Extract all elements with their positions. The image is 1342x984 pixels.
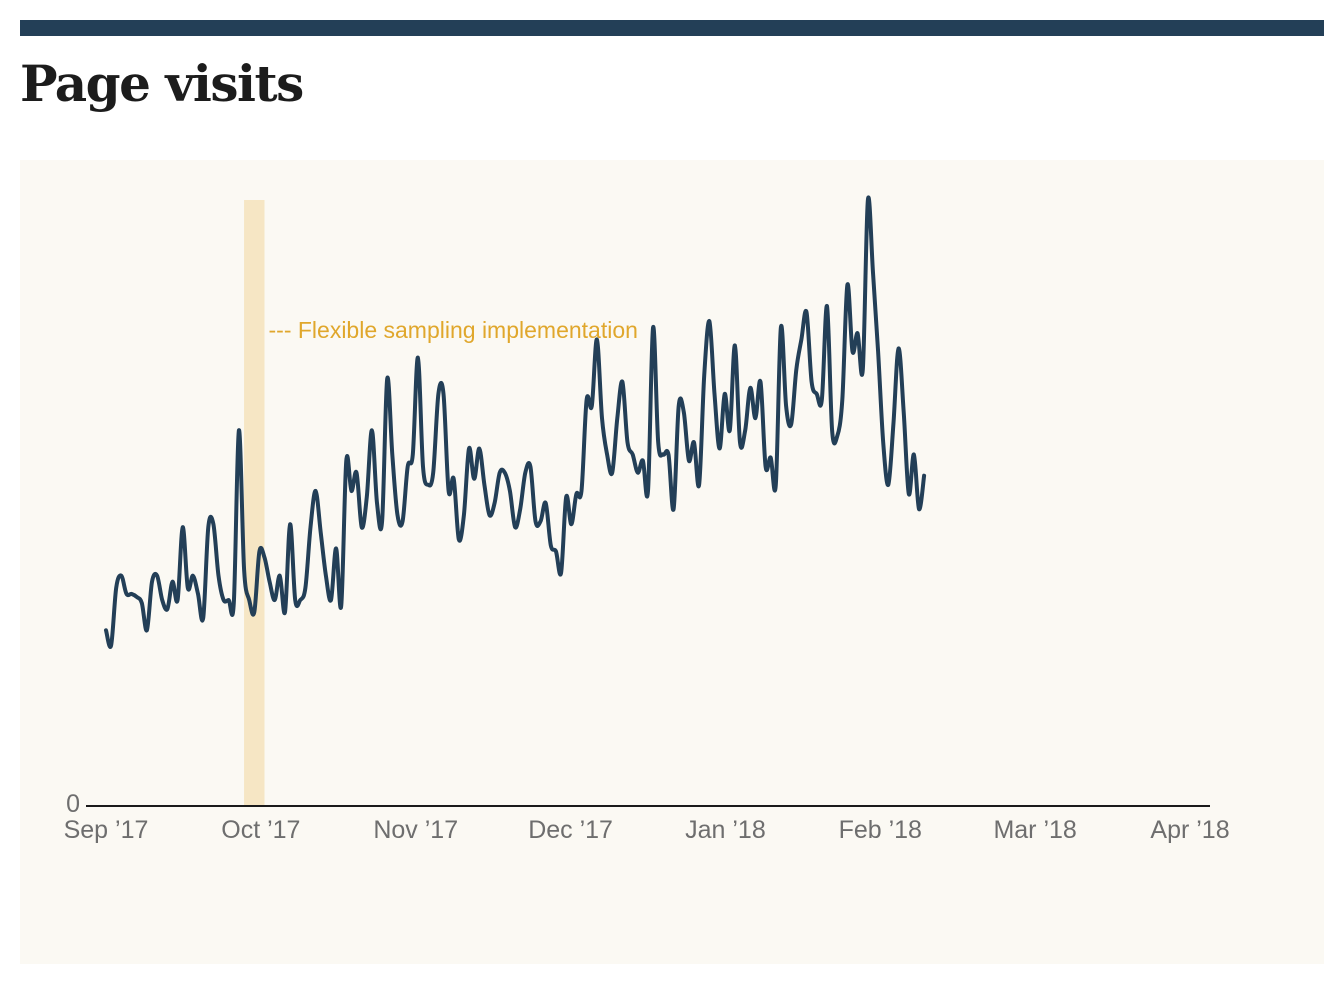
x-tick-label: Sep ’17 [64,816,149,844]
x-tick-label: Mar ’18 [993,816,1076,844]
y-tick-label: 0 [66,790,80,818]
x-tick-label: Apr ’18 [1150,816,1229,844]
x-tick-labels: Sep ’17 Oct ’17 Nov ’17 Dec ’17 Jan ’18 Feb ’… [64,816,1230,844]
chart-panel: 0 Sep ’17 Oct ’17 Nov ’17 Dec ’17 Jan ’18 Feb… [20,160,1324,964]
x-tick-label: Feb ’18 [839,816,922,844]
x-tick-label: Dec ’17 [528,816,613,844]
page-title: Page visits [20,54,304,113]
header-bar [20,20,1324,36]
line-chart: 0 Sep ’17 Oct ’17 Nov ’17 Dec ’17 Jan ’18 Feb… [64,195,1230,844]
x-tick-label: Jan ’18 [685,816,766,844]
x-tick-label: Nov ’17 [373,816,458,844]
series-line [104,195,927,649]
x-tick-label: Oct ’17 [221,816,300,844]
annotation-label: --- Flexible sampling implementation [269,317,638,343]
annotation-band [244,200,265,806]
